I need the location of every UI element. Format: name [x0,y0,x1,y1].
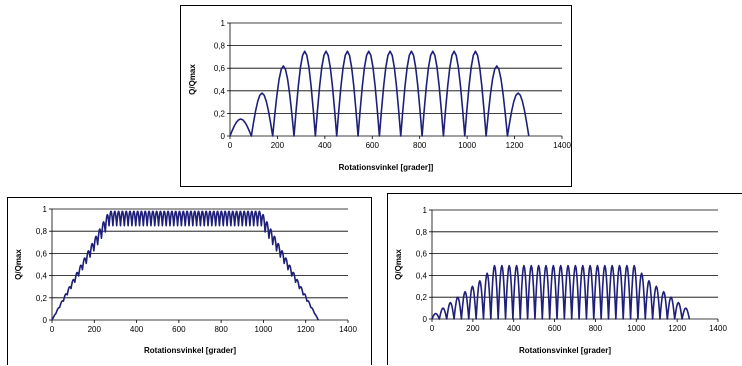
chart-top: 0 0,2 0,4 0,6 0,8 1 0 200 400 600 800 1000 1200 1400 R… [188,19,571,172]
x-tick-label: 800 [214,325,228,334]
x-tick-label: 0 [228,141,233,150]
x-tick-label: 1400 [339,325,357,334]
x-tick-label: 1200 [668,324,686,333]
x-tick-label: 1000 [255,325,273,334]
x-tick-label: 600 [172,325,186,334]
chart-bottom-right: 0 0,2 0,4 0,6 0,8 1 0 200 400 600 800 1000 1200 1400 R… [394,206,727,355]
x-tick-label: 0 [50,325,55,334]
series-line [51,210,320,321]
y-tick-label: 0,4 [214,87,226,96]
x-tick-label: 1000 [627,324,645,333]
y-tick-label: 0 [423,315,428,324]
y-tick-label: 0,6 [36,249,48,258]
series-line [229,50,530,137]
y-tick-label: 0,2 [214,109,226,118]
x-tick-label: 1200 [506,141,524,150]
y-tick-label: 0 [221,132,226,141]
y-tick-label: 1 [43,205,48,214]
series-line [431,264,691,320]
y-tick-label: 0,6 [214,64,226,73]
y-axis-label: Q/Qmax [188,64,197,95]
x-tick-label: 0 [430,324,435,333]
x-tick-label: 1200 [297,325,315,334]
x-tick-label: 1000 [458,141,476,150]
y-tick-label: 0,8 [36,227,48,236]
x-axis-label: Rotationsvinkel [grader] [519,346,611,355]
x-tick-label: 1400 [709,324,727,333]
x-tick-label: 800 [589,324,603,333]
y-tick-label: 0,2 [416,293,428,302]
x-tick-label: 200 [271,141,285,150]
x-tick-label: 200 [466,324,480,333]
chart-bottom-left: 0 0,2 0,4 0,6 0,8 1 0 200 400 600 800 1000 1200 1400 R… [14,205,357,355]
y-tick-label: 0,8 [416,228,428,237]
x-tick-label: 1400 [553,141,571,150]
x-tick-label: 400 [130,325,144,334]
x-axis-label: Rotationsvinkel [grader]] [339,163,434,172]
y-tick-label: 0,2 [36,294,48,303]
chart-panel-top: 0 0,2 0,4 0,6 0,8 1 0 200 400 600 800 1000 1200 1400 R… [180,5,572,187]
chart-panel-bottom-right: 0 0,2 0,4 0,6 0,8 1 0 200 400 600 800 1000 1200 1400 R… [387,193,742,365]
y-axis-label: Q/Qmax [394,249,403,280]
x-tick-label: 800 [413,141,427,150]
x-tick-label: 600 [366,141,380,150]
y-tick-label: 1 [423,206,428,215]
y-tick-label: 0,6 [416,250,428,259]
x-tick-label: 600 [548,324,562,333]
x-tick-label: 200 [88,325,102,334]
chart-panel-bottom-left: 0 0,2 0,4 0,6 0,8 1 0 200 400 600 800 1000 1200 1400 R… [7,197,372,365]
y-tick-label: 0 [43,316,48,325]
x-tick-label: 400 [318,141,332,150]
y-axis-label: Q/Qmax [14,249,23,280]
y-tick-label: 0,4 [416,271,428,280]
y-tick-label: 0,4 [36,272,48,281]
x-tick-label: 400 [507,324,521,333]
x-axis-label: Rotationsvinkel [grader] [144,346,236,355]
y-tick-label: 0,8 [214,42,226,51]
y-tick-label: 1 [221,19,226,28]
